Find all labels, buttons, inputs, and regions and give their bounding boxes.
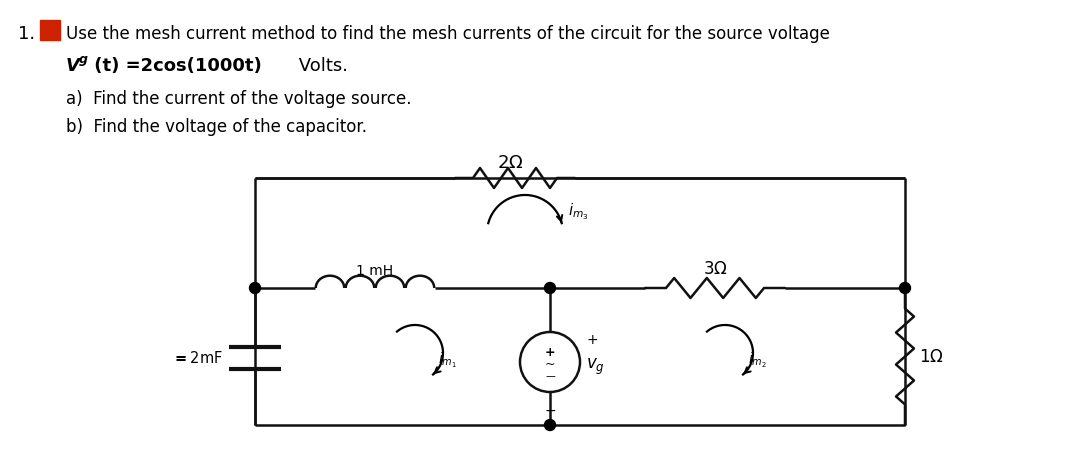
FancyBboxPatch shape (40, 20, 60, 40)
Text: +: + (544, 346, 555, 359)
Text: −: − (544, 404, 556, 418)
Text: Use the mesh current method to find the mesh currents of the circuit for the sou: Use the mesh current method to find the … (66, 25, 829, 43)
Circle shape (900, 283, 910, 293)
Text: $i_{m_1}$: $i_{m_1}$ (438, 351, 457, 369)
Text: +: + (588, 333, 598, 347)
Text: Volts.: Volts. (293, 57, 348, 75)
Text: $i_{m_2}$: $i_{m_2}$ (748, 351, 767, 369)
Circle shape (544, 419, 555, 431)
Text: g: g (79, 53, 87, 66)
Circle shape (249, 283, 260, 293)
Text: —: — (545, 371, 555, 381)
Circle shape (544, 283, 555, 293)
Text: 1 mH: 1 mH (356, 264, 393, 278)
Text: a)  Find the current of the voltage source.: a) Find the current of the voltage sourc… (66, 90, 411, 108)
Text: $\mathbf{=}$2mF: $\mathbf{=}$2mF (173, 350, 222, 366)
Text: b)  Find the voltage of the capacitor.: b) Find the voltage of the capacitor. (66, 118, 367, 136)
Text: $v_g$: $v_g$ (586, 357, 605, 377)
Text: V: V (66, 57, 80, 75)
Text: 1$\Omega$: 1$\Omega$ (919, 347, 944, 365)
Text: $i_{m_3}$: $i_{m_3}$ (568, 202, 589, 222)
Text: 3$\Omega$: 3$\Omega$ (703, 260, 727, 278)
Text: 2$\Omega$: 2$\Omega$ (497, 154, 523, 172)
Text: 1.: 1. (18, 25, 36, 43)
Text: ~: ~ (544, 357, 555, 370)
Text: (t) =2cos(1000t): (t) =2cos(1000t) (87, 57, 261, 75)
